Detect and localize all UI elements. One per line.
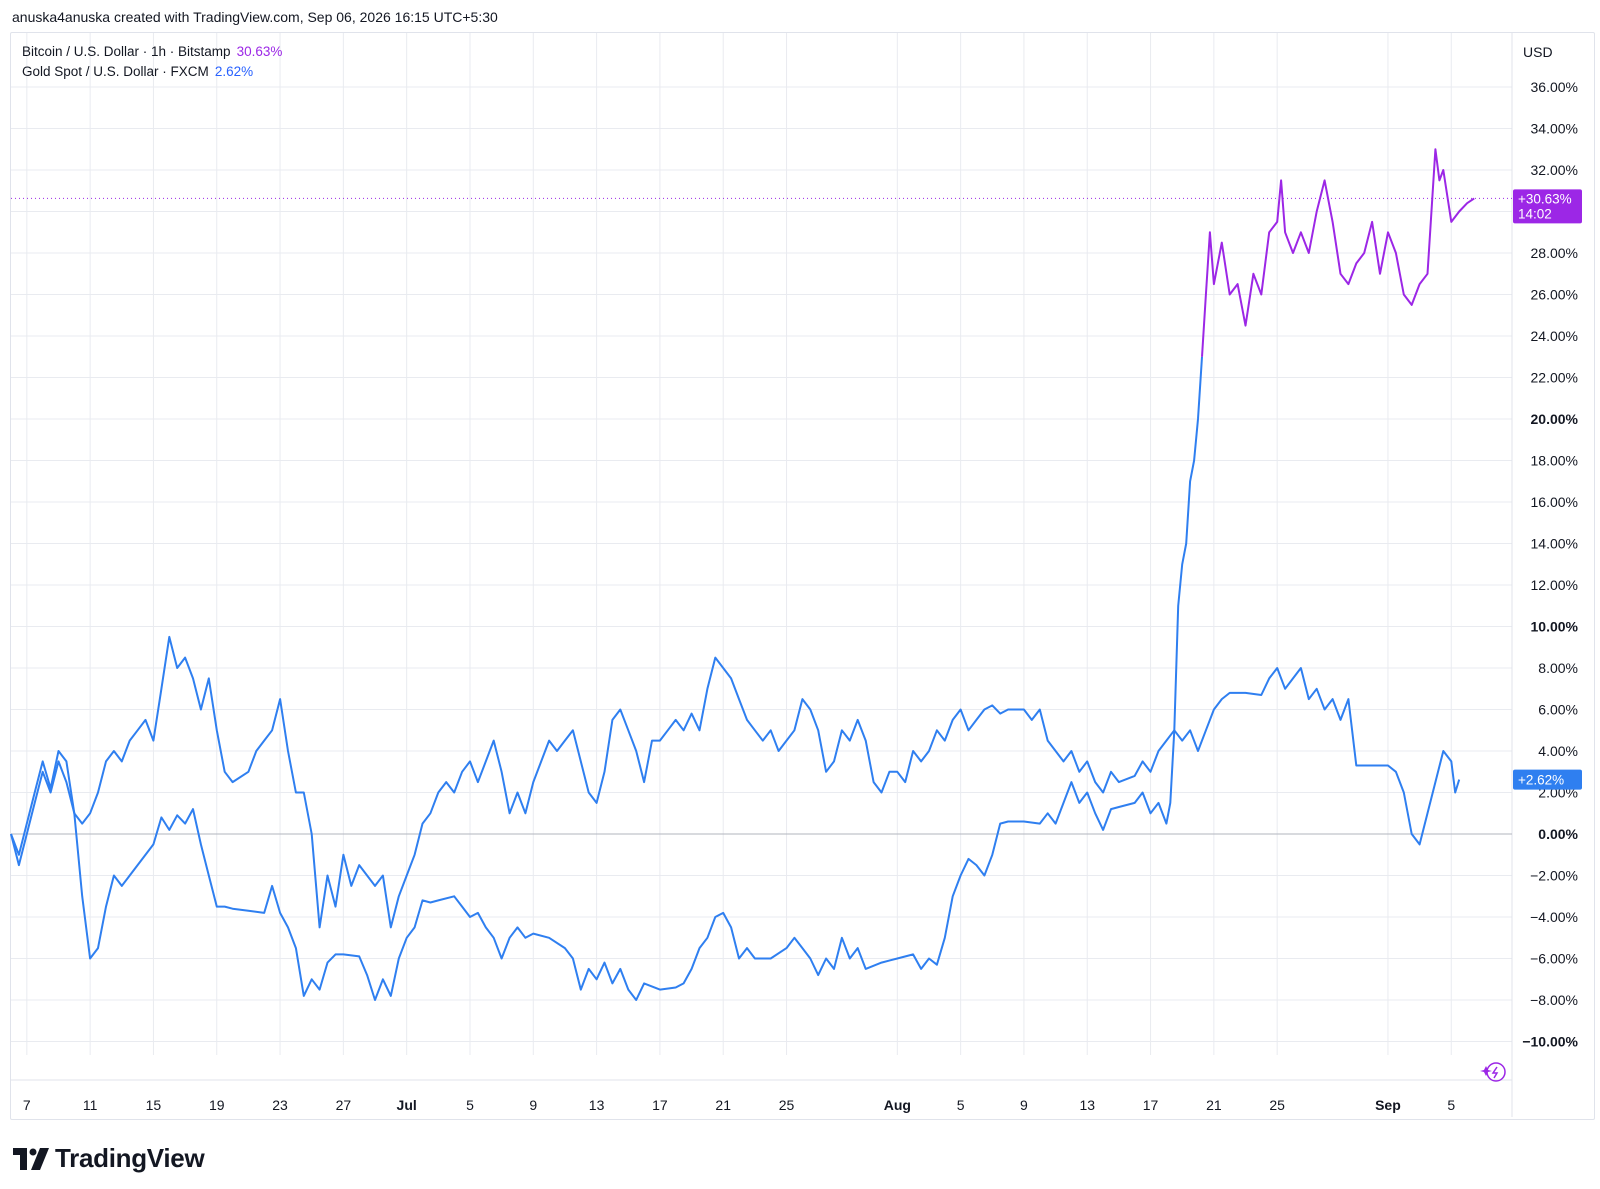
- x-tick-label: 13: [589, 1097, 605, 1113]
- x-tick-label: 17: [1143, 1097, 1159, 1113]
- chart-attribution: anuska4anuska created with TradingView.c…: [12, 9, 498, 25]
- x-tick-label: 25: [779, 1097, 795, 1113]
- y-tick-label: 8.00%: [1538, 660, 1578, 676]
- y-tick-label: 6.00%: [1538, 702, 1578, 718]
- x-tick-label: 19: [209, 1097, 225, 1113]
- legend-value-btc: 30.63%: [236, 44, 283, 59]
- x-tick-label: 27: [336, 1097, 352, 1113]
- x-tick-label: 5: [466, 1097, 474, 1113]
- x-tick-label: 17: [652, 1097, 668, 1113]
- x-tick-label: 7: [23, 1097, 31, 1113]
- y-tick-label: 20.00%: [1531, 411, 1579, 427]
- legend-row-gold[interactable]: Gold Spot / U.S. Dollar · FXCM 2.62%: [22, 62, 282, 82]
- x-tick-label: Jul: [397, 1097, 417, 1113]
- x-tick-label: 23: [272, 1097, 288, 1113]
- chart-frame: [10, 32, 1595, 1120]
- tradingview-logo-text: TradingView: [55, 1143, 205, 1173]
- y-tick-label: 34.00%: [1531, 121, 1578, 137]
- y-tick-label: 32.00%: [1531, 162, 1578, 178]
- gold-line: [10, 635, 1461, 929]
- auto-scale-icon[interactable]: [1480, 1062, 1506, 1082]
- legend-row-btc[interactable]: Bitcoin / U.S. Dollar · 1h · Bitstamp 30.…: [22, 42, 282, 62]
- btc-line-late: [1201, 148, 1475, 357]
- tradingview-logo-icon: [13, 1147, 49, 1170]
- y-tick-label: 4.00%: [1538, 743, 1578, 759]
- y-tick-label: 22.00%: [1531, 370, 1578, 386]
- x-tick-label: Sep: [1375, 1097, 1401, 1113]
- last-value-labels: +30.63%14:02 +2.62%: [1513, 189, 1582, 790]
- btc-countdown-label: 14:02: [1518, 206, 1552, 221]
- y-tick-label: 26.00%: [1531, 287, 1578, 303]
- y-tick-label: 14.00%: [1531, 536, 1578, 552]
- x-tick-label: 5: [957, 1097, 965, 1113]
- y-tick-label: 28.00%: [1531, 245, 1578, 261]
- btc-line-early: [10, 356, 1203, 1001]
- y-tick-label: −6.00%: [1530, 951, 1578, 967]
- x-tick-label: 25: [1269, 1097, 1285, 1113]
- x-tick-label: 9: [529, 1097, 537, 1113]
- y-tick-label: −10.00%: [1522, 1034, 1578, 1050]
- series-lines: [10, 148, 1512, 1001]
- x-tick-label: 21: [715, 1097, 731, 1113]
- y-tick-label: 12.00%: [1531, 577, 1578, 593]
- y-tick-label: 10.00%: [1531, 619, 1579, 635]
- currency-button[interactable]: USD: [1513, 40, 1581, 64]
- x-tick-label: 9: [1020, 1097, 1028, 1113]
- y-tick-label: −4.00%: [1530, 909, 1578, 925]
- y-tick-label: 36.00%: [1531, 79, 1578, 95]
- x-tick-label: Aug: [884, 1097, 911, 1113]
- x-tick-label: 13: [1079, 1097, 1095, 1113]
- x-tick-label: 11: [83, 1097, 98, 1113]
- time-scale: 7 11 15 19 23 27 Jul 5 9 13 17 21 25 Aug 5 9 13 17 21 25 Sep…: [23, 1097, 1455, 1113]
- legend-label-btc: Bitcoin / U.S. Dollar · 1h · Bitstamp: [22, 44, 231, 59]
- gold-last-value-label: +2.62%: [1518, 773, 1564, 788]
- price-scale: 36.00% 34.00% 32.00% 28.00% 26.00% 24.00% 22.0…: [1522, 79, 1578, 1050]
- y-tick-label: 18.00%: [1531, 453, 1578, 469]
- tradingview-logo[interactable]: TradingView: [13, 1143, 205, 1174]
- x-tick-label: 5: [1447, 1097, 1455, 1113]
- x-tick-label: 21: [1206, 1097, 1222, 1113]
- grid-lines: [11, 33, 1513, 1117]
- btc-last-value-label: +30.63%: [1518, 191, 1572, 206]
- gold-last-value-badge: [1513, 769, 1582, 790]
- y-tick-label: 16.00%: [1531, 494, 1578, 510]
- y-tick-label: 24.00%: [1531, 328, 1578, 344]
- x-tick-label: 15: [146, 1097, 162, 1113]
- legend-value-gold: 2.62%: [214, 64, 254, 79]
- legend-label-gold: Gold Spot / U.S. Dollar · FXCM: [22, 64, 209, 79]
- y-tick-label: −2.00%: [1530, 868, 1578, 884]
- btc-last-value-badge: [1513, 189, 1582, 224]
- y-tick-label: −8.00%: [1530, 992, 1578, 1008]
- legend: Bitcoin / U.S. Dollar · 1h · Bitstamp 30.…: [22, 42, 282, 82]
- y-tick-label: 0.00%: [1538, 826, 1578, 842]
